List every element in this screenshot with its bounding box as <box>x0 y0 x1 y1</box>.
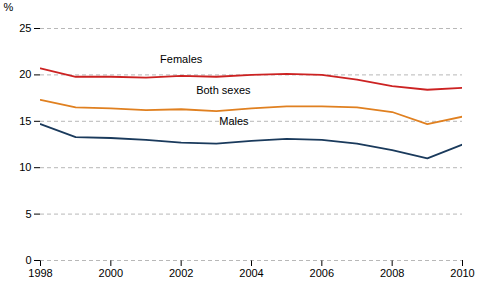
svg-text:2000: 2000 <box>99 267 123 279</box>
svg-text:5: 5 <box>25 208 31 220</box>
svg-text:2006: 2006 <box>310 267 334 279</box>
svg-text:2002: 2002 <box>169 267 193 279</box>
svg-text:15: 15 <box>19 115 31 127</box>
svg-text:2008: 2008 <box>380 267 404 279</box>
svg-text:Both sexes: Both sexes <box>196 84 251 96</box>
svg-text:10: 10 <box>19 161 31 173</box>
svg-text:Females: Females <box>160 53 203 65</box>
svg-text:2004: 2004 <box>239 267 263 279</box>
svg-text:%: % <box>4 1 14 13</box>
svg-text:0: 0 <box>25 254 31 266</box>
svg-text:2010: 2010 <box>450 267 474 279</box>
svg-text:25: 25 <box>19 22 31 34</box>
svg-text:Males: Males <box>219 115 249 127</box>
svg-text:20: 20 <box>19 68 31 80</box>
svg-text:1998: 1998 <box>28 267 52 279</box>
